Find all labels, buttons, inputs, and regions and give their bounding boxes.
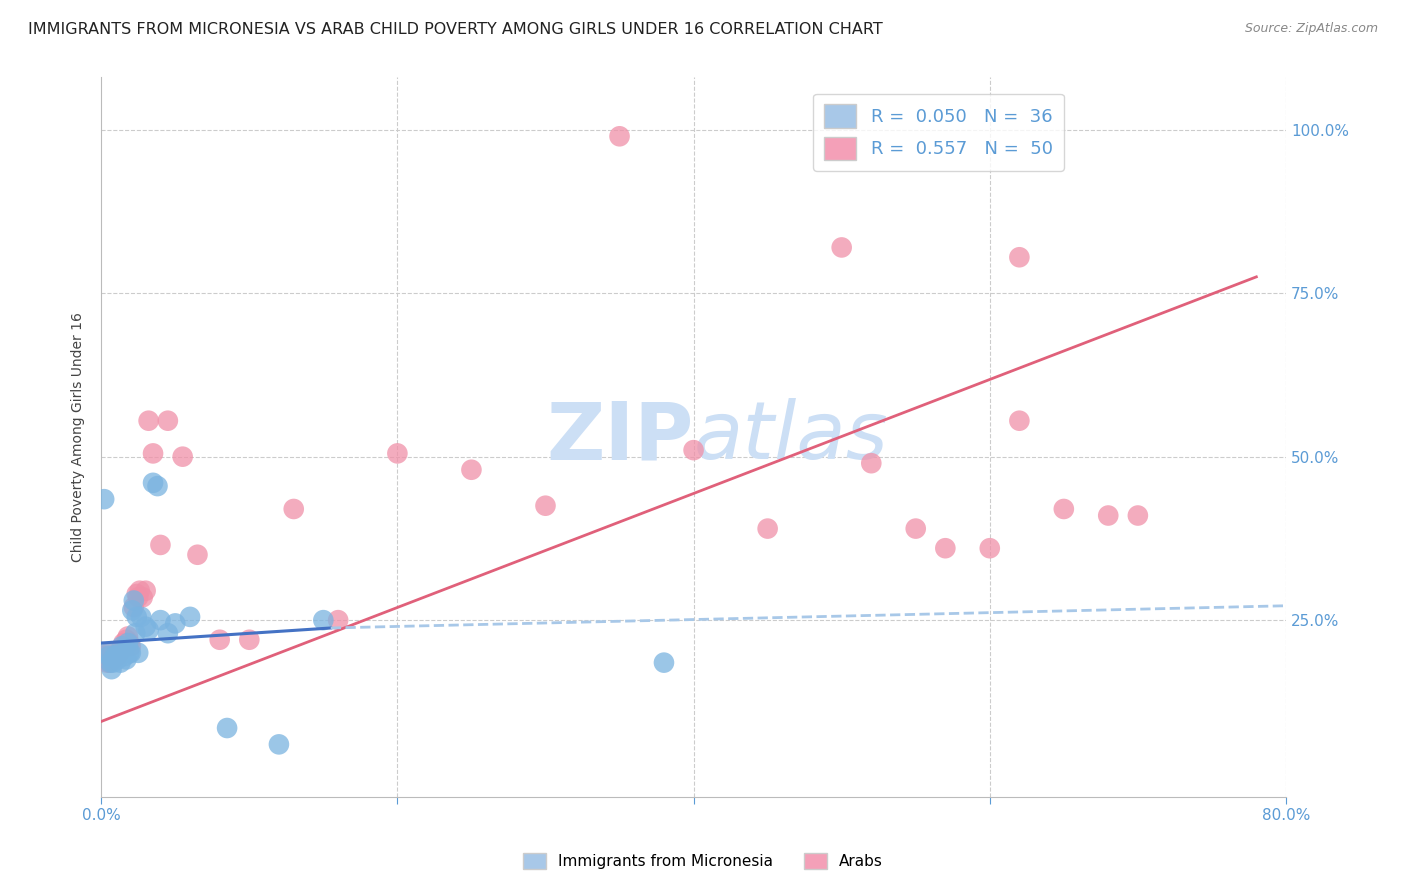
Point [118,646,141,660]
Point [100,662,122,676]
Point [105,649,128,664]
Point [208,632,231,647]
Point [108,649,131,664]
Point [179,610,201,624]
Point [110,656,132,670]
Point [120,646,142,660]
Point [756,522,779,536]
Point [156,626,179,640]
Point [138,414,160,428]
Point [125,587,148,601]
Point [115,652,138,666]
Point [1008,250,1031,264]
Point [112,642,135,657]
Point [101,652,124,666]
Point [103,649,125,664]
Point [120,640,142,654]
Text: atlas: atlas [693,398,889,476]
Point [115,632,138,647]
Text: ZIP: ZIP [547,398,693,476]
Point [128,583,150,598]
Point [107,652,129,666]
Point [100,652,122,666]
Point [96,646,118,660]
Point [111,640,134,654]
Point [121,603,143,617]
Point [127,646,149,660]
Point [831,240,853,254]
Point [111,642,134,657]
Point [387,446,409,460]
Point [98,656,121,670]
Point [682,443,704,458]
Point [122,600,145,615]
Point [98,656,121,670]
Point [156,414,179,428]
Legend: Immigrants from Micronesia, Arabs: Immigrants from Micronesia, Arabs [517,847,889,875]
Point [1126,508,1149,523]
Point [93,649,115,664]
Point [165,616,187,631]
Point [172,450,194,464]
Point [114,640,136,654]
Point [609,129,631,144]
Point [96,656,118,670]
Point [149,538,172,552]
Point [135,583,157,598]
Point [146,479,169,493]
Point [1097,508,1119,523]
Point [105,649,128,664]
Point [117,636,139,650]
Point [114,649,136,664]
Point [97,646,120,660]
Point [860,456,883,470]
Legend: R =  0.050   N =  36, R =  0.557   N =  50: R = 0.050 N = 36, R = 0.557 N = 50 [813,94,1064,170]
Point [108,646,131,660]
Point [267,737,290,751]
Point [142,446,165,460]
Point [312,613,335,627]
Point [103,649,125,664]
Point [934,541,956,556]
Point [1008,414,1031,428]
Point [117,630,139,644]
Text: IMMIGRANTS FROM MICRONESIA VS ARAB CHILD POVERTY AMONG GIRLS UNDER 16 CORRELATIO: IMMIGRANTS FROM MICRONESIA VS ARAB CHILD… [28,22,883,37]
Point [122,593,145,607]
Point [186,548,208,562]
Point [101,656,124,670]
Point [127,591,149,605]
Point [283,502,305,516]
Point [534,499,557,513]
Point [107,649,129,664]
Point [328,613,350,627]
Point [904,522,927,536]
Point [1053,502,1076,516]
Point [138,623,160,637]
Point [112,636,135,650]
Text: Source: ZipAtlas.com: Source: ZipAtlas.com [1244,22,1378,36]
Point [125,610,148,624]
Point [135,620,157,634]
Point [129,610,152,624]
Point [97,649,120,664]
Point [110,642,132,657]
Point [460,463,482,477]
Point [124,626,146,640]
Point [652,656,675,670]
Point [217,721,239,735]
Point [142,475,165,490]
Point [131,591,153,605]
Point [149,613,172,627]
Point [979,541,1001,556]
Point [118,636,141,650]
Y-axis label: Child Poverty Among Girls Under 16: Child Poverty Among Girls Under 16 [72,312,86,562]
Point [93,492,115,507]
Point [238,632,260,647]
